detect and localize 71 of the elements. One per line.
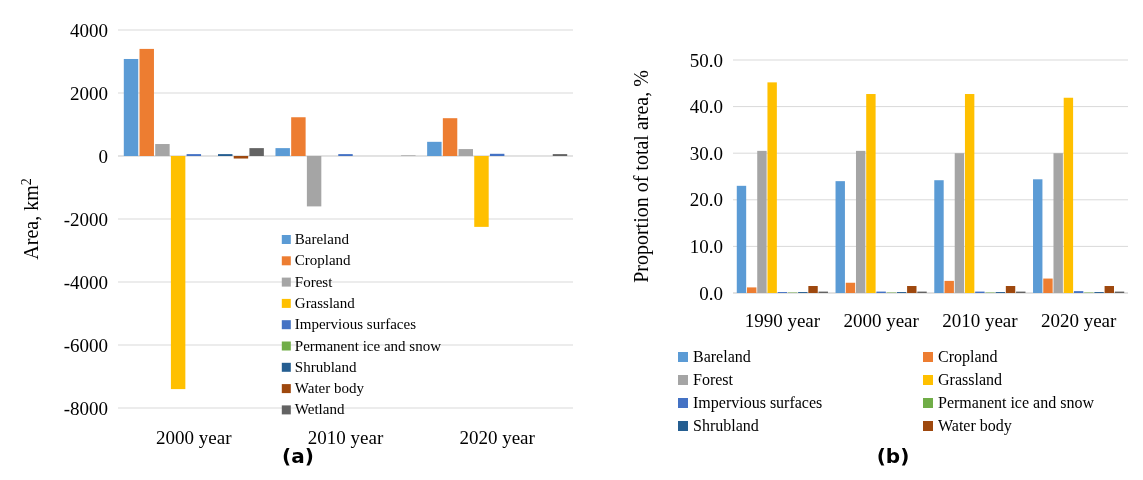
bar: [427, 141, 442, 156]
bar: [736, 185, 747, 293]
bar: [845, 282, 856, 293]
bar: [866, 94, 876, 293]
bar: [855, 150, 866, 293]
y-tick-label: 20.0: [689, 189, 723, 211]
bar: [306, 156, 322, 207]
bar: [1033, 179, 1043, 293]
y-tick-label: -4000: [63, 271, 108, 293]
y-tick-label: -2000: [63, 208, 108, 230]
bar: [808, 286, 818, 293]
bar: [835, 181, 845, 293]
bar: [123, 58, 139, 156]
bar: [934, 180, 944, 293]
legend-label: Permanent ice and snow: [294, 337, 442, 354]
bar: [1063, 97, 1074, 293]
legend-label: Bareland: [294, 231, 350, 247]
bar: [747, 287, 757, 293]
bar: [275, 148, 290, 156]
bar: [249, 148, 264, 156]
legend-label: Forest: [693, 371, 734, 388]
legend-label: Bareland: [693, 348, 751, 365]
y-tick-label: 4000: [70, 19, 108, 41]
bar: [954, 153, 965, 293]
bar: [1053, 153, 1063, 293]
bar: [944, 280, 954, 293]
legend-label: Grassland: [938, 371, 1002, 388]
bar: [155, 144, 170, 156]
bar: [757, 150, 767, 293]
x-tick-label: 2020 year: [459, 427, 536, 448]
bar: [442, 118, 458, 156]
legend-label: Water body: [938, 417, 1012, 435]
x-tick-label: 2000 year: [156, 427, 233, 448]
bar: [474, 156, 489, 227]
bar: [1104, 286, 1114, 293]
y-axis-title: Proportion of total area, %: [630, 70, 653, 283]
legend-label: Wetland: [294, 401, 345, 418]
bar: [767, 82, 777, 293]
legend-label: Permanent ice and snow: [938, 394, 1095, 411]
legend-label: Shrubland: [294, 358, 357, 375]
legend-label: Impervious surfaces: [693, 394, 823, 412]
bar: [964, 94, 975, 293]
bar: [170, 156, 186, 390]
bar: [907, 286, 917, 293]
legend-label: Grassland: [294, 294, 356, 311]
bar: [1005, 286, 1016, 293]
bar: [458, 149, 473, 156]
y-tick-label: 30.0: [689, 142, 723, 164]
x-tick-label: 2010 year: [942, 310, 1019, 331]
y-tick-label: 50.0: [689, 49, 723, 71]
bar: [233, 156, 249, 159]
legend-label: Impervious surfaces: [294, 316, 417, 333]
legend-label: Forest: [294, 273, 334, 290]
x-tick-label: 2020 year: [1040, 310, 1118, 331]
y-tick-label: 2000: [70, 82, 108, 104]
x-tick-label: 1990 year: [744, 310, 821, 331]
y-tick-label: 0: [98, 145, 108, 167]
bar: [139, 48, 154, 156]
y-tick-label: -6000: [63, 334, 108, 356]
x-tick-label: 2000 year: [843, 310, 920, 331]
y-tick-label: 0.0: [699, 282, 723, 304]
legend-label: Cropland: [294, 252, 352, 269]
y-tick-label: 40.0: [689, 96, 723, 118]
text: (b): [876, 444, 910, 468]
legend-label: Cropland: [938, 348, 998, 366]
y-tick-label: 10.0: [689, 236, 723, 258]
bar: [291, 117, 306, 156]
legend-label: Water body: [294, 380, 365, 397]
bar: [1043, 278, 1053, 293]
legend-label: Shrubland: [693, 417, 759, 434]
y-tick-label: -8000: [63, 397, 108, 419]
